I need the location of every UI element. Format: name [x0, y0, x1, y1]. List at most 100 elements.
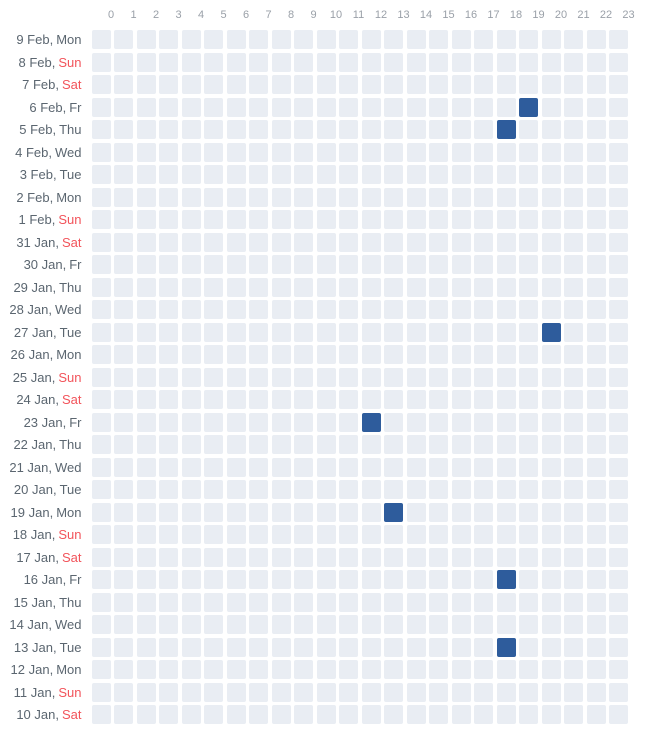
heatmap-cell[interactable]: [159, 210, 178, 229]
heatmap-cell[interactable]: [451, 480, 471, 499]
heatmap-cell[interactable]: [204, 277, 223, 297]
heatmap-cell[interactable]: [519, 637, 538, 657]
heatmap-cell-active[interactable]: [496, 637, 516, 657]
heatmap-cell[interactable]: [114, 457, 133, 477]
heatmap-cell[interactable]: [114, 30, 133, 49]
heatmap-cell[interactable]: [541, 570, 561, 589]
heatmap-cell[interactable]: [586, 97, 606, 117]
heatmap-cell[interactable]: [361, 547, 381, 567]
heatmap-cell[interactable]: [451, 457, 471, 477]
heatmap-cell[interactable]: [181, 502, 201, 522]
heatmap-cell[interactable]: [429, 277, 448, 297]
heatmap-cell[interactable]: [316, 97, 336, 117]
heatmap-cell[interactable]: [541, 435, 561, 454]
heatmap-cell[interactable]: [91, 322, 111, 342]
heatmap-cell[interactable]: [541, 390, 561, 409]
heatmap-cell[interactable]: [339, 255, 358, 274]
heatmap-cell[interactable]: [406, 412, 426, 432]
heatmap-cell[interactable]: [294, 345, 313, 364]
heatmap-cell[interactable]: [181, 232, 201, 252]
heatmap-cell[interactable]: [294, 75, 313, 94]
heatmap-cell[interactable]: [361, 682, 381, 702]
heatmap-cell[interactable]: [361, 502, 381, 522]
heatmap-cell[interactable]: [91, 52, 111, 72]
heatmap-cell[interactable]: [609, 457, 628, 477]
heatmap-cell[interactable]: [181, 165, 201, 184]
heatmap-cell[interactable]: [609, 615, 628, 634]
heatmap-cell[interactable]: [586, 390, 606, 409]
heatmap-cell[interactable]: [316, 525, 336, 544]
heatmap-cell[interactable]: [226, 187, 246, 207]
heatmap-cell[interactable]: [91, 300, 111, 319]
heatmap-cell-active[interactable]: [519, 97, 538, 117]
heatmap-cell[interactable]: [226, 75, 246, 94]
heatmap-cell[interactable]: [249, 142, 268, 162]
heatmap-cell[interactable]: [91, 165, 111, 184]
heatmap-cell[interactable]: [586, 232, 606, 252]
heatmap-cell[interactable]: [609, 592, 628, 612]
heatmap-cell[interactable]: [204, 615, 223, 634]
heatmap-cell[interactable]: [136, 615, 156, 634]
heatmap-cell[interactable]: [519, 390, 538, 409]
heatmap-cell[interactable]: [249, 435, 268, 454]
heatmap-cell[interactable]: [204, 547, 223, 567]
heatmap-cell[interactable]: [316, 75, 336, 94]
heatmap-cell[interactable]: [91, 547, 111, 567]
heatmap-cell[interactable]: [564, 615, 583, 634]
heatmap-cell[interactable]: [294, 187, 313, 207]
heatmap-cell[interactable]: [541, 120, 561, 139]
heatmap-cell[interactable]: [496, 682, 516, 702]
heatmap-cell[interactable]: [429, 682, 448, 702]
heatmap-cell[interactable]: [586, 570, 606, 589]
heatmap-cell[interactable]: [339, 210, 358, 229]
heatmap-cell[interactable]: [474, 165, 493, 184]
heatmap-cell[interactable]: [249, 232, 268, 252]
heatmap-cell[interactable]: [361, 615, 381, 634]
heatmap-cell[interactable]: [136, 52, 156, 72]
heatmap-cell[interactable]: [609, 412, 628, 432]
heatmap-cell[interactable]: [159, 705, 178, 724]
heatmap-cell[interactable]: [204, 232, 223, 252]
heatmap-cell[interactable]: [586, 592, 606, 612]
heatmap-cell[interactable]: [226, 277, 246, 297]
heatmap-cell[interactable]: [181, 210, 201, 229]
heatmap-cell[interactable]: [474, 120, 493, 139]
heatmap-cell[interactable]: [429, 30, 448, 49]
heatmap-cell[interactable]: [114, 165, 133, 184]
heatmap-cell[interactable]: [541, 75, 561, 94]
heatmap-cell[interactable]: [519, 30, 538, 49]
heatmap-cell[interactable]: [114, 255, 133, 274]
heatmap-cell[interactable]: [316, 165, 336, 184]
heatmap-cell[interactable]: [496, 592, 516, 612]
heatmap-cell[interactable]: [429, 435, 448, 454]
heatmap-cell[interactable]: [564, 637, 583, 657]
heatmap-cell[interactable]: [496, 412, 516, 432]
heatmap-cell[interactable]: [496, 97, 516, 117]
heatmap-cell[interactable]: [384, 435, 403, 454]
heatmap-cell[interactable]: [564, 570, 583, 589]
heatmap-cell[interactable]: [429, 120, 448, 139]
heatmap-cell[interactable]: [136, 570, 156, 589]
heatmap-cell[interactable]: [384, 52, 403, 72]
heatmap-cell[interactable]: [136, 637, 156, 657]
heatmap-cell[interactable]: [316, 120, 336, 139]
heatmap-cell[interactable]: [204, 457, 223, 477]
heatmap-cell[interactable]: [271, 30, 291, 49]
heatmap-cell[interactable]: [519, 52, 538, 72]
heatmap-cell[interactable]: [406, 637, 426, 657]
heatmap-cell[interactable]: [564, 345, 583, 364]
heatmap-cell[interactable]: [564, 187, 583, 207]
heatmap-cell[interactable]: [271, 120, 291, 139]
heatmap-cell[interactable]: [339, 682, 358, 702]
heatmap-cell[interactable]: [181, 547, 201, 567]
heatmap-cell[interactable]: [406, 660, 426, 679]
heatmap-cell[interactable]: [91, 142, 111, 162]
heatmap-cell[interactable]: [586, 502, 606, 522]
heatmap-cell[interactable]: [159, 232, 178, 252]
heatmap-cell[interactable]: [384, 570, 403, 589]
heatmap-cell[interactable]: [519, 165, 538, 184]
heatmap-cell[interactable]: [384, 547, 403, 567]
heatmap-cell[interactable]: [159, 502, 178, 522]
heatmap-cell[interactable]: [114, 367, 133, 387]
heatmap-cell[interactable]: [406, 277, 426, 297]
